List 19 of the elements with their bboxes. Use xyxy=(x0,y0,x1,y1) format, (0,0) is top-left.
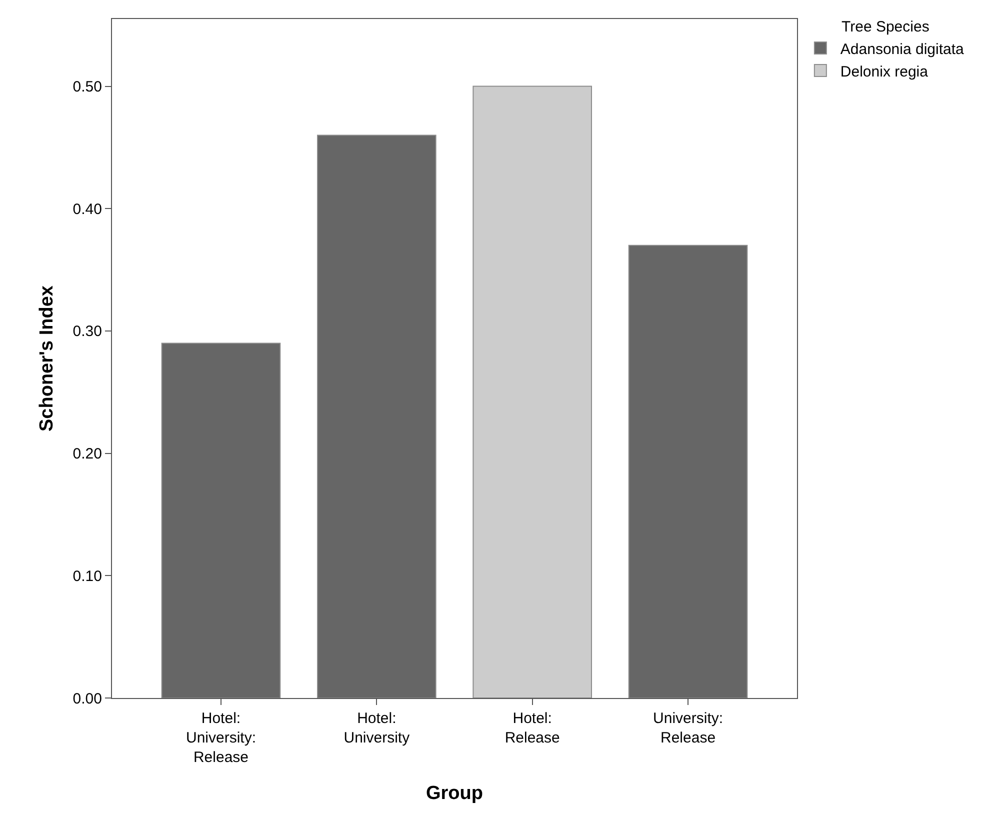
x-tick-label: Hotel: University xyxy=(344,710,410,746)
legend-label: Adansonia digitata xyxy=(840,40,965,58)
x-axis-title: Group xyxy=(426,782,483,804)
legend-label: Delonix regia xyxy=(840,63,929,80)
bar xyxy=(472,86,592,698)
bar xyxy=(317,134,436,698)
y-tick-label: 0.20 xyxy=(72,446,102,463)
legend-title: Tree Species xyxy=(842,18,930,36)
y-tick-label: 0.50 xyxy=(72,78,102,96)
y-tick-label: 0.40 xyxy=(72,200,102,218)
x-tick-label: University: Release xyxy=(653,710,724,746)
x-tick-label: Hotel: Release xyxy=(504,710,560,746)
y-tick-label: 0.00 xyxy=(72,690,102,708)
y-tick-label: 0.30 xyxy=(72,323,102,340)
y-axis-title: Schoner's Index xyxy=(36,285,58,432)
x-tick-label: Hotel: University: Release xyxy=(186,710,256,766)
bar xyxy=(628,244,748,698)
y-tick-label: 0.10 xyxy=(72,568,102,585)
bar xyxy=(161,342,281,698)
